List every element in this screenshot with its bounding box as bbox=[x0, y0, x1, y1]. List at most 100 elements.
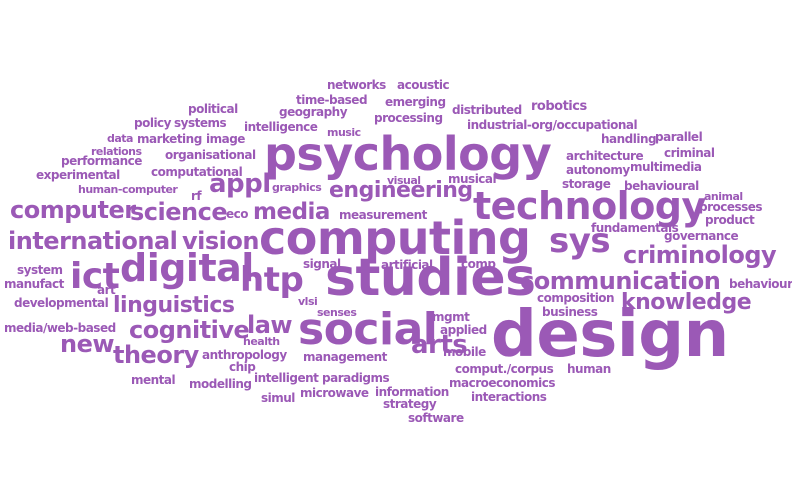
word: intelligent bbox=[254, 371, 319, 385]
word: music bbox=[327, 126, 361, 139]
word: computational bbox=[151, 165, 243, 179]
word: human-computer bbox=[78, 183, 178, 196]
word: networks bbox=[327, 78, 386, 92]
word: computing bbox=[259, 211, 531, 265]
word: developmental bbox=[14, 296, 109, 310]
word: arts bbox=[411, 330, 468, 360]
word: experimental bbox=[36, 168, 120, 182]
word: visual bbox=[387, 174, 421, 187]
word: strategy bbox=[383, 397, 437, 411]
word: rf bbox=[191, 189, 202, 203]
word: policy bbox=[134, 116, 172, 130]
word: anthropology bbox=[202, 348, 287, 362]
word: law bbox=[247, 311, 293, 339]
word: software bbox=[408, 411, 464, 425]
word: processing bbox=[374, 111, 443, 125]
word: human bbox=[567, 362, 611, 376]
word: international bbox=[8, 227, 178, 255]
word: signal bbox=[303, 257, 341, 271]
word: manufact bbox=[4, 277, 64, 291]
word: processes bbox=[699, 200, 763, 214]
word: computer bbox=[10, 196, 136, 224]
word: musical bbox=[448, 172, 497, 186]
word: marketing bbox=[137, 132, 202, 146]
word: storage bbox=[562, 177, 611, 191]
word: geography bbox=[279, 105, 348, 119]
word: comput./corpus bbox=[455, 362, 554, 376]
word: animal bbox=[704, 190, 743, 203]
word: media/web-based bbox=[4, 321, 116, 335]
word: architecture bbox=[566, 149, 644, 163]
word: product bbox=[705, 213, 755, 227]
word: paradigms bbox=[322, 371, 390, 385]
word: studies bbox=[325, 248, 536, 308]
word: parallel bbox=[655, 130, 703, 144]
word: modelling bbox=[189, 377, 252, 391]
word: mgmt bbox=[432, 310, 470, 324]
word: acoustic bbox=[397, 78, 450, 92]
word: comp bbox=[461, 257, 496, 271]
word: senses bbox=[317, 306, 357, 319]
word: political bbox=[188, 102, 238, 116]
word: criminal bbox=[664, 146, 715, 160]
word: linguistics bbox=[113, 293, 235, 318]
word: media bbox=[253, 199, 330, 225]
word: systems bbox=[174, 116, 227, 130]
word: art bbox=[97, 283, 116, 297]
word: artificial bbox=[381, 258, 433, 272]
word: business bbox=[542, 305, 598, 319]
word: multimedia bbox=[630, 160, 702, 174]
word: knowledge bbox=[621, 290, 752, 315]
word: organisational bbox=[165, 148, 256, 162]
word: data bbox=[107, 132, 133, 145]
word: microwave bbox=[300, 386, 369, 400]
word: sys bbox=[549, 221, 611, 261]
word: graphics bbox=[272, 181, 322, 194]
word: psychology bbox=[264, 127, 552, 181]
word: mobile bbox=[443, 345, 486, 359]
word: htp bbox=[240, 260, 304, 300]
word: vision bbox=[182, 227, 259, 255]
word: appl bbox=[209, 169, 271, 199]
word: digital bbox=[120, 246, 254, 290]
word: system bbox=[17, 263, 63, 277]
word: engineering bbox=[329, 178, 473, 203]
word: industrial-org/occupational bbox=[467, 118, 638, 132]
word: handling bbox=[601, 132, 657, 146]
word: behaviour bbox=[729, 277, 792, 291]
word: vlsi bbox=[298, 295, 318, 308]
word: measurement bbox=[339, 208, 427, 222]
word: criminology bbox=[623, 241, 777, 269]
word: intelligence bbox=[244, 120, 318, 134]
word: time-based bbox=[296, 93, 368, 107]
word: health bbox=[243, 335, 280, 348]
word: applied bbox=[440, 323, 487, 337]
word: image bbox=[206, 132, 245, 146]
word: design bbox=[491, 298, 729, 372]
word: composition bbox=[537, 291, 615, 305]
word: macroeconomics bbox=[449, 376, 556, 390]
word: governance bbox=[664, 229, 739, 243]
word: social bbox=[298, 304, 438, 355]
word: robotics bbox=[531, 99, 587, 114]
word: communication bbox=[520, 267, 721, 295]
word: emerging bbox=[385, 95, 446, 109]
word: distributed bbox=[452, 103, 522, 117]
word: technology bbox=[473, 184, 706, 228]
word: new bbox=[60, 330, 115, 358]
word: mental bbox=[131, 373, 176, 387]
word: interactions bbox=[471, 390, 547, 404]
word: ict bbox=[70, 256, 120, 297]
word: behavioural bbox=[624, 179, 699, 193]
word: performance bbox=[61, 154, 142, 168]
word: information bbox=[375, 385, 449, 399]
word: simul bbox=[261, 391, 295, 405]
word: science bbox=[130, 198, 228, 226]
word: management bbox=[303, 350, 387, 364]
word: relations bbox=[91, 145, 142, 158]
word: chip bbox=[229, 360, 256, 374]
word: fundamentals bbox=[591, 221, 679, 235]
word: eco bbox=[226, 207, 249, 221]
word: autonomy bbox=[566, 163, 630, 177]
